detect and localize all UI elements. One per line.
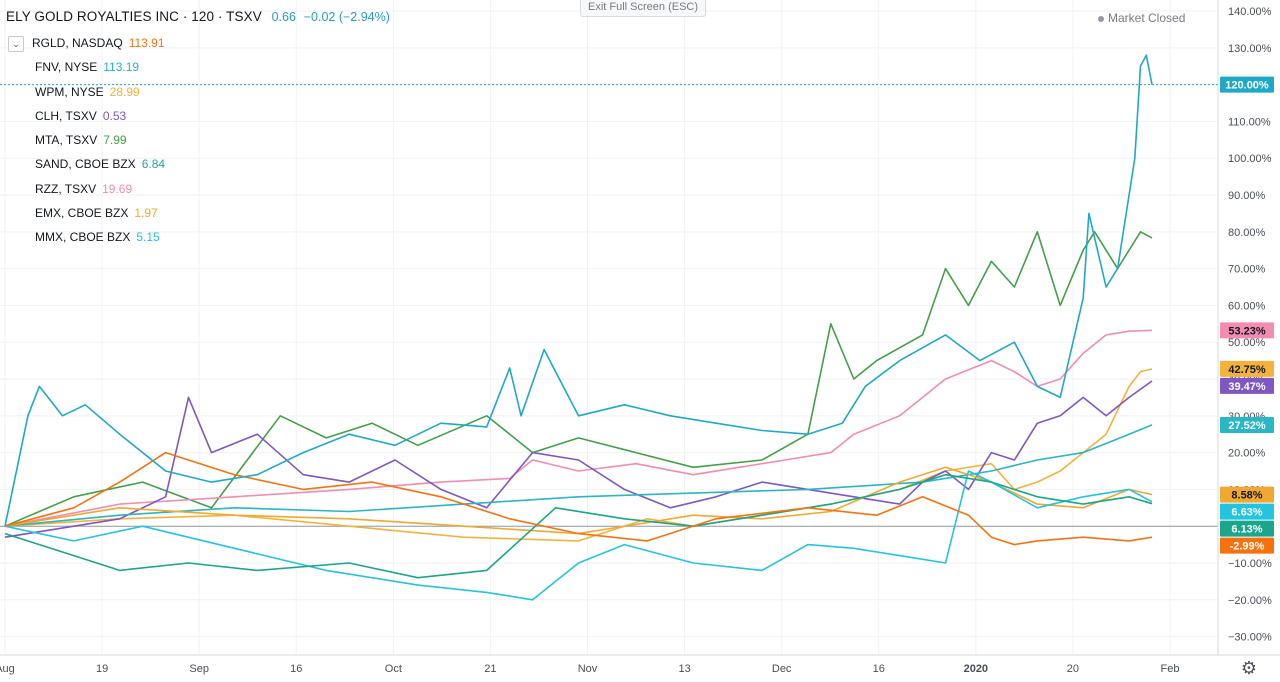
market-status: Market Closed	[1098, 11, 1185, 25]
legend-value: 7.99	[103, 133, 127, 148]
last-value-badge	[1220, 486, 1274, 503]
y-tick-label: 140.00%	[1228, 6, 1272, 18]
x-tick-label: 2020	[964, 663, 988, 675]
series-line	[4, 231, 1153, 527]
last-value-text: 27.52%	[1228, 420, 1266, 432]
y-tick-label: 70.00%	[1228, 264, 1266, 276]
legend-value: 113.19	[103, 60, 140, 75]
y-tick-label: 50.00%	[1228, 337, 1266, 349]
y-tick-label: −20.00%	[1228, 595, 1272, 607]
legend-name: CLH, TSXV	[35, 108, 97, 123]
legend-name: MMX, CBOE BZX	[35, 230, 131, 245]
x-tick-label: 13	[678, 663, 690, 675]
x-tick-label: Dec	[772, 663, 792, 675]
legend-item[interactable]: WPM, NYSE 28.99	[8, 80, 165, 104]
last-value-text: 120.00%	[1225, 80, 1269, 92]
series-line	[4, 470, 1153, 601]
legend-item[interactable]: FNV, NYSE 113.19	[8, 55, 165, 79]
time-axis[interactable]: Aug19Sep16Oct21Nov13Dec16202020Feb	[0, 654, 1280, 675]
legend-value: 6.84	[141, 157, 166, 172]
x-tick-label: 16	[290, 663, 302, 675]
last-value-badge	[1220, 416, 1274, 433]
x-tick-label: 16	[873, 663, 885, 675]
legend-value: 113.91	[128, 36, 165, 50]
last-value-badge	[1220, 377, 1274, 394]
chevron-down-icon[interactable]: ⌄	[8, 35, 24, 52]
symbol-title: ELY GOLD ROYALTIES INC · 120 · TSXV	[6, 9, 262, 24]
legend-value: 19.69	[102, 181, 133, 196]
legend-name: WPM, NYSE	[35, 84, 104, 99]
last-value-text: 39.47%	[1228, 381, 1266, 393]
series-line	[4, 451, 1153, 546]
series-lines	[4, 54, 1153, 601]
last-value-badge	[1220, 503, 1274, 520]
grid-lines	[0, 0, 1218, 655]
legend-item[interactable]: SAND, CBOE BZX 6.84	[8, 152, 165, 176]
last-value-text: 6.63%	[1231, 507, 1262, 519]
legend-name: MTA, TSXV	[35, 133, 98, 148]
y-tick-label: 100.00%	[1228, 153, 1272, 165]
last-value-text: 6.13%	[1231, 524, 1262, 536]
legend-value: 5.15	[136, 230, 160, 245]
gear-icon[interactable]: ⚙	[1240, 658, 1258, 678]
y-tick-label: 110.00%	[1228, 116, 1271, 128]
series-line	[4, 329, 1153, 527]
x-tick-label: Sep	[189, 663, 209, 675]
status-dot-icon	[1098, 15, 1104, 22]
x-tick-label: Aug	[0, 663, 15, 675]
series-line	[4, 424, 1153, 527]
last-value-text: 53.23%	[1228, 325, 1266, 337]
x-tick-label: 21	[484, 663, 496, 675]
y-tick-label: 80.00%	[1228, 227, 1266, 239]
last-value-text: 8.58%	[1231, 490, 1262, 502]
x-tick-label: Oct	[385, 663, 402, 675]
last-value-text: -2.99%	[1230, 541, 1265, 553]
last-value-labels: 120.00% 53.23% 42.75% 39.47% 27.52% 8.58% 6.63…	[1220, 76, 1274, 554]
last-value-badge	[1220, 360, 1274, 377]
legend-item[interactable]: ⌄ RGLD, NASDAQ 113.91	[8, 31, 165, 55]
x-tick-label: 20	[1067, 663, 1079, 675]
legend-name: EMX, CBOE BZX	[35, 206, 129, 221]
last-value-badge	[1220, 76, 1274, 93]
x-tick-label: Nov	[578, 663, 598, 675]
price-change: −0.02 (−2.94%)	[303, 10, 390, 24]
market-status-label: Market Closed	[1108, 11, 1186, 25]
y-tick-label: 20.00%	[1228, 448, 1266, 460]
y-tick-label: 60.00%	[1228, 300, 1266, 312]
legend-item[interactable]: EMX, CBOE BZX 1.97	[8, 201, 165, 225]
y-tick-label: 90.00%	[1228, 190, 1266, 202]
exit-fullscreen-button[interactable]: Exit Full Screen (ESC)	[580, 0, 706, 17]
x-tick-label: Feb	[1161, 663, 1180, 675]
last-value-badge	[1220, 322, 1274, 339]
series-line	[4, 380, 1153, 538]
last-value-text: 42.75%	[1228, 364, 1266, 376]
legend-item[interactable]: MMX, CBOE BZX 5.15	[8, 225, 165, 249]
legend-value: 1.97	[134, 206, 158, 221]
series-line	[4, 368, 1153, 542]
symbol-header: ELY GOLD ROYALTIES INC · 120 · TSXV 0.66…	[6, 9, 390, 24]
legend-name: RZZ, TSXV	[35, 181, 97, 196]
legend-name: RGLD, NASDAQ	[32, 36, 123, 50]
last-value-badge	[1220, 520, 1274, 537]
legend-name: SAND, CBOE BZX	[35, 157, 136, 172]
series-line	[4, 466, 1153, 535]
legend-value: 28.99	[109, 84, 140, 99]
last-value-badge	[1220, 537, 1274, 554]
legend-value: 0.53	[102, 108, 127, 123]
series-line	[4, 54, 1153, 527]
legend-item[interactable]: CLH, TSXV 0.53	[8, 104, 165, 128]
series-line	[4, 473, 1153, 579]
y-tick-label: −30.00%	[1228, 632, 1272, 644]
price-value: 0.66	[271, 10, 296, 24]
y-tick-label: −10.00%	[1228, 558, 1272, 570]
legend: ⌄ RGLD, NASDAQ 113.91 FNV, NYSE 113.19 WPM,…	[8, 31, 165, 250]
x-tick-label: 19	[96, 663, 108, 675]
legend-name: FNV, NYSE	[35, 60, 98, 75]
legend-item[interactable]: MTA, TSXV 7.99	[8, 128, 165, 152]
y-tick-label: 130.00%	[1228, 43, 1272, 55]
legend-item[interactable]: RZZ, TSXV 19.69	[8, 177, 165, 201]
